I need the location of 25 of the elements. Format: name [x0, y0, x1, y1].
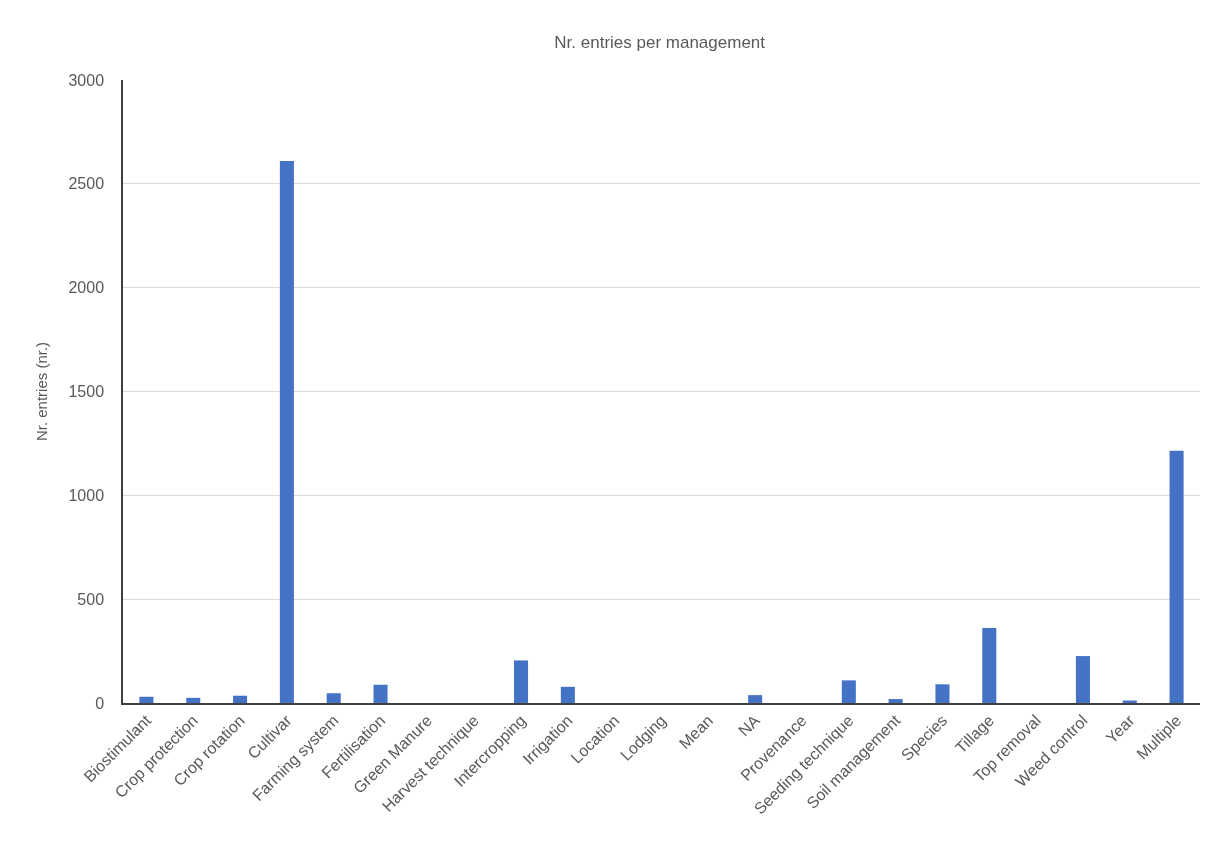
- bar: [326, 693, 341, 703]
- y-tick-label: 2500: [68, 175, 105, 193]
- y-tick-label: 500: [77, 590, 105, 608]
- y-tick-label: 3000: [68, 71, 105, 89]
- bar: [982, 628, 997, 703]
- bar: [233, 695, 248, 703]
- bar: [1075, 656, 1090, 703]
- y-tick-label: 0: [95, 694, 105, 712]
- bar: [560, 686, 575, 703]
- bar: [279, 160, 294, 703]
- bar: [935, 684, 950, 703]
- x-tick-label: Year: [1102, 711, 1139, 747]
- bar: [139, 696, 154, 703]
- bar: [373, 684, 388, 703]
- y-tick-label: 1000: [68, 486, 105, 504]
- y-axis-title: Nr. entries (nr.): [33, 341, 51, 442]
- bar: [514, 660, 529, 703]
- bar: [1169, 450, 1184, 703]
- bar: [841, 680, 856, 703]
- y-tick-label: 1500: [68, 383, 105, 401]
- bar: [888, 699, 903, 703]
- y-tick-label: 2000: [68, 279, 105, 297]
- bar: [186, 697, 201, 703]
- bar: [748, 695, 763, 703]
- chart-title: Nr. entries per management: [554, 32, 766, 52]
